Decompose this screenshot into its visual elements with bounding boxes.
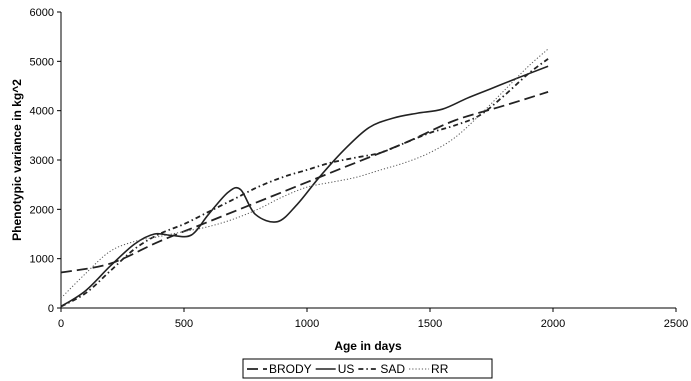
x-axis-ticks: 0 500 1000 1500 2000 2500: [58, 308, 688, 330]
x-tick-label: 1500: [418, 318, 442, 330]
y-tick-label: 0: [48, 303, 54, 315]
legend-label-rr: RR: [431, 362, 449, 376]
x-tick-label: 500: [175, 318, 193, 330]
series-line-us: [60, 65, 549, 308]
series-line-sad: [60, 58, 549, 308]
x-tick-label: 1000: [295, 318, 319, 330]
x-tick-label: 0: [58, 318, 64, 330]
y-axis-title: Phenotypic variance in kg^2: [10, 79, 24, 241]
series-lines: [60, 48, 549, 308]
legend-label-us: US: [338, 362, 355, 376]
y-tick-label: 6000: [30, 7, 54, 19]
x-tick-label: 2000: [541, 318, 565, 330]
y-axis-ticks: 0 1000 2000 3000 4000 5000 6000: [30, 7, 61, 315]
series-line-brody: [60, 91, 549, 274]
y-tick-label: 4000: [30, 106, 54, 118]
legend-label-sad: SAD: [380, 362, 405, 376]
y-tick-label: 2000: [30, 204, 54, 216]
legend: BRODY US SAD RR: [242, 358, 493, 379]
series-line-rr: [60, 48, 549, 299]
y-tick-label: 3000: [30, 155, 54, 167]
legend-label-brody: BRODY: [269, 362, 312, 376]
y-tick-label: 5000: [30, 56, 54, 68]
y-tick-label: 1000: [30, 254, 54, 266]
x-axis-title: Age in days: [334, 339, 402, 353]
x-tick-label: 2500: [664, 318, 688, 330]
